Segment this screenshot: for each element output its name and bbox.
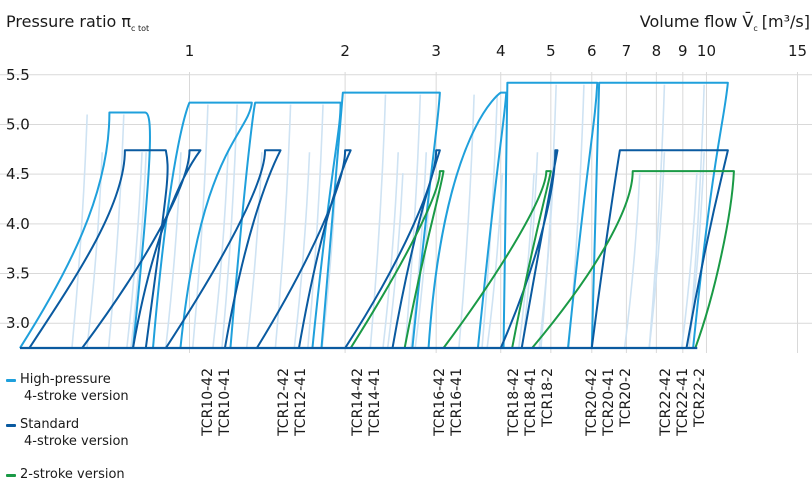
speed-line xyxy=(71,114,88,349)
speed-line xyxy=(648,84,666,349)
speed-line xyxy=(130,152,147,349)
map-tcr22-42 xyxy=(590,81,729,349)
speed-line xyxy=(518,173,535,349)
map-tcr20-41 xyxy=(499,149,559,349)
y-tick-label: 3.0 xyxy=(6,314,30,332)
model-label: TCR14-42 xyxy=(350,368,366,437)
legend-label: 4-stroke version xyxy=(24,434,129,449)
speed-line xyxy=(293,152,311,349)
map-tcr20-2 xyxy=(442,170,552,349)
map-tcr20-42 xyxy=(502,81,599,349)
legend-label: 4-stroke version xyxy=(24,389,129,404)
speed-line xyxy=(382,152,399,349)
model-label: TCR12-42 xyxy=(276,368,292,437)
speed-line xyxy=(680,173,698,349)
map-outlines xyxy=(19,81,735,349)
speed-line xyxy=(212,152,229,349)
speed-line xyxy=(648,152,666,349)
map-tcr22-2 xyxy=(531,170,735,349)
model-label: TCR20-42 xyxy=(584,368,600,437)
speed-line xyxy=(410,152,428,349)
model-label: TCR18-42 xyxy=(506,368,522,437)
model-label: TCR22-42 xyxy=(658,368,674,437)
x-tick-label: 9 xyxy=(678,42,688,60)
speed-line xyxy=(369,94,387,349)
x-axis-label: Volume flow V̄c [m³/s] xyxy=(640,12,810,33)
legend-swatch xyxy=(6,474,16,477)
legend-swatch xyxy=(6,424,16,427)
legend: High-pressure 4-stroke version Standard 4-s… xyxy=(6,372,129,482)
x-tick-label: 3 xyxy=(431,42,441,60)
x-tick-label: 1 xyxy=(185,42,195,60)
speed-line xyxy=(307,104,324,349)
model-label: TCR20-2 xyxy=(618,368,634,428)
speed-line xyxy=(126,152,143,349)
speed-line xyxy=(164,152,182,349)
legend-swatch xyxy=(6,379,16,382)
y-tick-label: 4.5 xyxy=(6,165,30,183)
speed-line xyxy=(245,152,263,349)
map-tcr10-42 xyxy=(19,111,151,349)
legend-label: High-pressure xyxy=(20,372,111,387)
model-labels: TCR10-42 TCR10-41 TCR12-42 TCR12-41 TCR14-42… xyxy=(200,368,708,437)
model-label: TCR22-41 xyxy=(675,368,691,437)
x-tick-label: 6 xyxy=(587,42,597,60)
model-label: TCR16-42 xyxy=(432,368,448,437)
x-tick-labels: 1 2 3 4 5 6 7 8 9 10 15 xyxy=(185,42,807,60)
x-tick-label: 15 xyxy=(788,42,807,60)
speed-line xyxy=(458,94,475,349)
y-tick-label: 5.0 xyxy=(6,115,30,133)
x-tick-label: 7 xyxy=(622,42,632,60)
map-tcr18-42 xyxy=(427,91,508,349)
speed-line xyxy=(274,104,292,349)
speed-line xyxy=(191,104,209,349)
model-label: TCR22-2 xyxy=(692,368,708,428)
model-label: TCR10-42 xyxy=(200,368,216,437)
speed-line xyxy=(521,152,539,349)
map-tcr14-42 xyxy=(229,101,342,349)
x-tick-label: 10 xyxy=(697,42,716,60)
x-tick-label: 5 xyxy=(546,42,556,60)
y-axis-label: Pressure ratio πc tot xyxy=(6,12,149,33)
map-tcr12-42 xyxy=(152,101,253,349)
map-tcr22-41 xyxy=(590,149,729,349)
speed-line xyxy=(486,173,504,349)
speed-line xyxy=(107,114,125,349)
y-tick-label: 4.0 xyxy=(6,215,30,233)
y-tick-label: 3.5 xyxy=(6,265,30,283)
map-tcr18-2 xyxy=(349,170,445,349)
map-tcr16-41 xyxy=(256,149,352,349)
model-label: TCR12-41 xyxy=(293,368,309,437)
y-tick-label: 5.5 xyxy=(6,66,30,84)
model-label: TCR14-41 xyxy=(367,368,383,437)
x-tick-label: 4 xyxy=(496,42,506,60)
y-tick-labels: 3.0 3.5 4.0 4.5 5.0 5.5 xyxy=(6,66,30,332)
map-tcr14-41 xyxy=(164,149,282,349)
speed-line xyxy=(481,94,499,349)
model-label: TCR18-2 xyxy=(540,368,556,428)
map-tcr12-41 xyxy=(81,149,202,349)
map-tcr18-41 xyxy=(344,149,441,349)
grid xyxy=(0,72,812,353)
model-label: TCR16-41 xyxy=(449,368,465,437)
legend-label: Standard xyxy=(20,417,79,432)
map-tcr10-41 xyxy=(28,149,169,349)
x-tick-label: 2 xyxy=(340,42,350,60)
legend-label: 2-stroke version xyxy=(20,467,125,482)
model-label: TCR10-41 xyxy=(217,368,233,437)
model-label: TCR20-41 xyxy=(601,368,617,437)
speed-line xyxy=(623,173,641,349)
x-tick-label: 8 xyxy=(652,42,662,60)
model-label: TCR18-41 xyxy=(523,368,539,437)
